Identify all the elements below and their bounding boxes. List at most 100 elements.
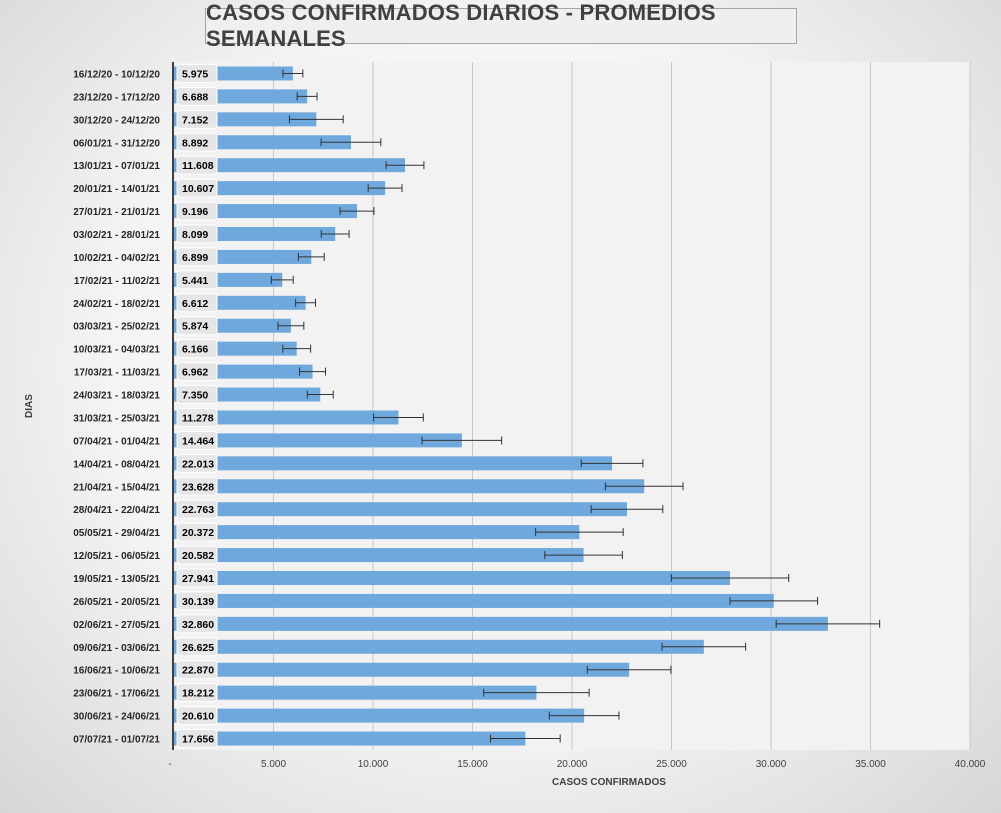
data-label-box	[176, 316, 218, 336]
bar	[174, 708, 585, 723]
data-label: 32.860	[182, 619, 214, 631]
data-label: 14.464	[182, 435, 214, 447]
data-label-box	[176, 706, 218, 726]
category-label: 14/04/21 - 08/04/21	[73, 459, 160, 470]
data-label: 6.166	[182, 344, 208, 356]
bar	[174, 456, 613, 471]
data-label-box	[176, 476, 218, 496]
category-label: 10/03/21 - 04/03/21	[73, 345, 160, 356]
data-label: 5.975	[182, 68, 208, 80]
x-tick-label: 30.000	[756, 759, 787, 770]
bar	[174, 571, 731, 585]
data-label: 7.152	[182, 114, 208, 126]
data-labels: 5.975 6.688 7.152 8.892 11.608 10.607 9.196 8.0…	[182, 68, 214, 745]
data-label-box	[176, 453, 218, 473]
data-label: 5.874	[182, 321, 208, 333]
bar	[174, 181, 386, 196]
data-label: 10.607	[182, 183, 214, 195]
data-label-box	[176, 614, 218, 634]
category-label: 03/03/21 - 25/02/21	[73, 322, 160, 333]
data-label-box	[176, 339, 218, 359]
data-label-box	[176, 293, 218, 313]
category-label: 20/01/21 - 14/01/21	[73, 184, 160, 195]
data-label-box	[176, 545, 218, 565]
data-label: 20.610	[182, 711, 214, 723]
data-label-box	[176, 178, 218, 198]
data-label-box	[176, 385, 218, 405]
category-label: 28/04/21 - 22/04/21	[73, 505, 160, 516]
data-label-box	[176, 660, 218, 680]
bar	[174, 731, 526, 746]
x-tick-labels: - 5.000 10.000 15.000 20.000 25.000 30.000 35.0…	[168, 759, 985, 770]
data-label-box	[176, 224, 218, 244]
category-label: 30/12/20 - 24/12/20	[73, 115, 160, 126]
category-label: 03/02/21 - 28/01/21	[73, 230, 160, 241]
data-label-box	[176, 683, 218, 703]
category-label: 02/06/21 - 27/05/21	[73, 620, 160, 631]
data-label: 6.899	[182, 252, 208, 264]
category-label: 07/07/21 - 01/07/21	[73, 735, 160, 746]
bar	[174, 593, 774, 608]
category-label: 23/12/20 - 17/12/20	[73, 92, 160, 103]
category-label: 07/04/21 - 01/04/21	[73, 436, 160, 447]
x-tick-label: 5.000	[261, 759, 286, 770]
bars	[174, 66, 828, 746]
bar	[174, 662, 630, 677]
bar	[174, 204, 358, 219]
bar	[174, 410, 399, 425]
data-label-box	[176, 499, 218, 519]
error-bars	[270, 69, 881, 743]
data-label-box	[176, 407, 218, 427]
data-label: 20.372	[182, 527, 214, 539]
bar	[174, 616, 828, 631]
category-label: 12/05/21 - 06/05/21	[73, 551, 160, 562]
data-label: 22.870	[182, 665, 214, 677]
category-label: 24/03/21 - 18/03/21	[73, 391, 160, 402]
data-label-box	[176, 109, 218, 129]
data-label-box	[176, 637, 218, 657]
bar	[174, 158, 405, 173]
data-label: 6.612	[182, 298, 208, 310]
data-label-box	[176, 591, 218, 611]
data-label: 27.941	[182, 573, 214, 585]
data-label: 11.278	[182, 412, 214, 424]
data-label-box	[176, 568, 218, 588]
x-tick-label: 35.000	[855, 759, 886, 770]
x-tick-label: 40.000	[955, 759, 986, 770]
category-label: 23/06/21 - 17/06/21	[73, 689, 160, 700]
category-label: 16/06/21 - 10/06/21	[73, 666, 160, 677]
bar	[174, 479, 645, 494]
category-label: 17/03/21 - 11/03/21	[74, 368, 161, 379]
category-label: 10/02/21 - 04/02/21	[73, 253, 160, 264]
data-label-box	[176, 270, 218, 290]
data-label: 26.625	[182, 642, 214, 654]
category-label: 05/05/21 - 29/04/21	[73, 528, 160, 539]
data-label: 9.196	[182, 206, 208, 218]
bar	[174, 135, 351, 150]
bar	[174, 639, 704, 654]
data-label: 8.099	[182, 229, 208, 241]
category-label: 09/06/21 - 03/06/21	[73, 643, 160, 654]
bar	[174, 685, 537, 700]
x-tick-label: 10.000	[358, 759, 389, 770]
x-axis-title: CASOS CONFIRMADOS	[552, 777, 666, 788]
data-label-box	[176, 201, 218, 221]
data-label: 30.139	[182, 596, 214, 608]
category-label: 26/05/21 - 20/05/21	[73, 597, 160, 608]
x-tick-label: -	[168, 759, 171, 770]
bar	[174, 433, 462, 448]
y-axis-title: DIAS	[24, 394, 35, 418]
category-label: 27/01/21 - 21/01/21	[73, 207, 160, 218]
category-label: 19/05/21 - 13/05/21	[73, 574, 160, 585]
category-label: 17/02/21 - 11/02/21	[74, 276, 161, 287]
data-label: 22.763	[182, 504, 214, 516]
data-label-box	[176, 430, 218, 450]
data-label: 17.656	[182, 734, 214, 746]
data-label: 6.962	[182, 367, 208, 379]
category-label: 21/04/21 - 15/04/21	[73, 482, 160, 493]
data-label-box	[176, 86, 218, 106]
data-label-box	[176, 155, 218, 175]
category-label: 30/06/21 - 24/06/21	[73, 712, 160, 723]
data-label-box	[176, 729, 218, 749]
